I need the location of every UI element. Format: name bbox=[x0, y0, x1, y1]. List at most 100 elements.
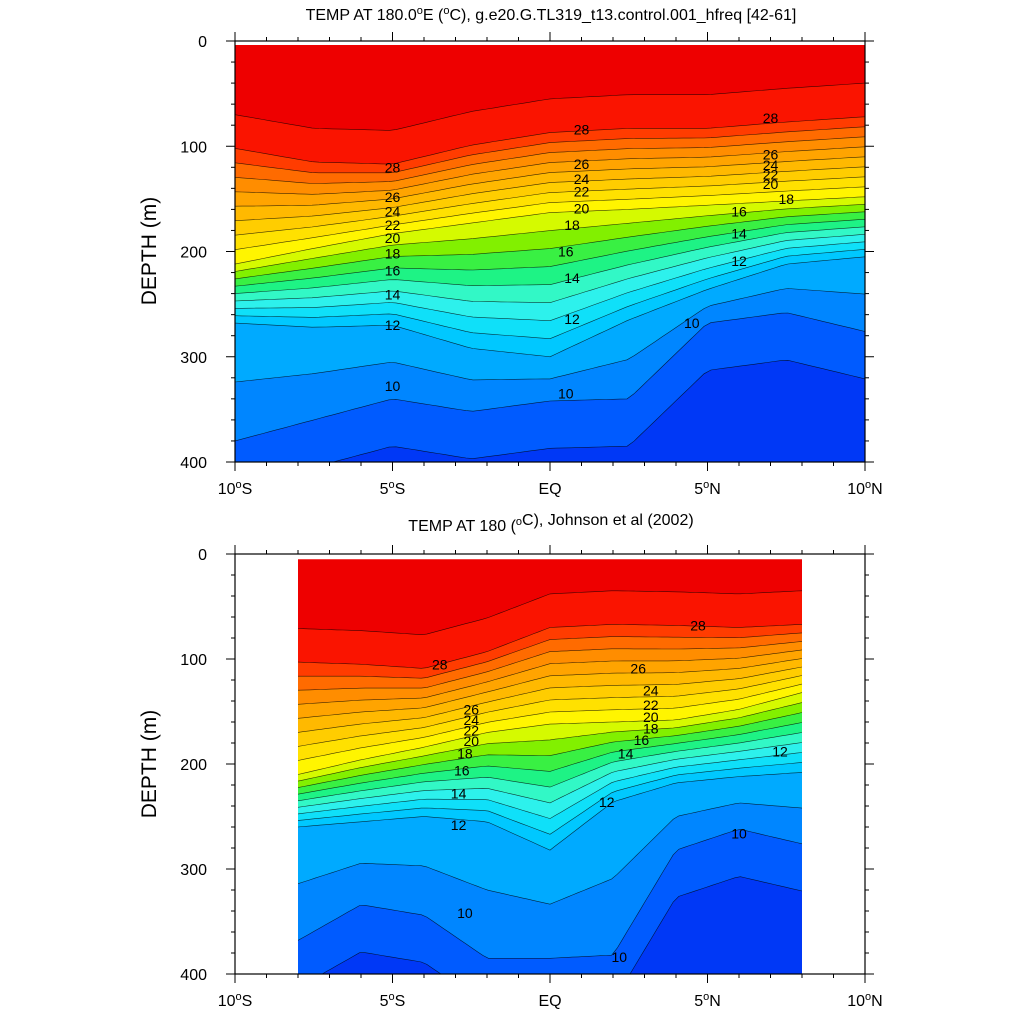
title-bottom-post: C), Johnson et al (2002) bbox=[522, 512, 694, 529]
isotherm-9 bbox=[321, 876, 802, 974]
isotherm-18 bbox=[235, 211, 865, 280]
contour-label-10: 10 bbox=[612, 949, 628, 965]
contour-label-12: 12 bbox=[599, 794, 615, 810]
isotherm-27 bbox=[235, 126, 865, 174]
contour-label-12: 12 bbox=[731, 253, 747, 269]
isotherm-14 bbox=[235, 241, 865, 322]
title-top-pre: TEMP AT 180.0 bbox=[306, 7, 417, 24]
contour-label-28: 28 bbox=[763, 110, 779, 126]
isotherm-15 bbox=[298, 742, 802, 808]
contour-label-24: 24 bbox=[464, 712, 480, 728]
contour-label-22: 22 bbox=[385, 217, 401, 233]
isotherm-12 bbox=[235, 256, 865, 358]
contour-label-10: 10 bbox=[457, 905, 473, 921]
contour-label-28: 28 bbox=[690, 617, 706, 633]
isotherm-22 bbox=[298, 675, 802, 747]
isotherm-19 bbox=[298, 702, 802, 782]
contour-label-12: 12 bbox=[564, 311, 580, 327]
isotherm-26 bbox=[298, 641, 802, 691]
contour-field-bottom bbox=[298, 559, 802, 974]
contour-lines-top bbox=[235, 82, 865, 462]
contour-lines-bottom bbox=[298, 590, 802, 974]
contour-label-14: 14 bbox=[564, 270, 580, 286]
contour-label-18: 18 bbox=[643, 720, 659, 736]
temperature-bands-top bbox=[235, 45, 865, 462]
contour-label-22: 22 bbox=[643, 697, 659, 713]
isotherm-24 bbox=[235, 156, 865, 207]
isotherm-29 bbox=[298, 590, 802, 636]
isotherm-21 bbox=[235, 186, 865, 250]
y-tick-label: 400 bbox=[180, 455, 207, 472]
y-tick-label: 200 bbox=[180, 245, 207, 262]
isotherm-22 bbox=[235, 176, 865, 236]
axes-bottom: 10oS 5oS EQ 5oN 10oN 0 100 200 300 400 bbox=[180, 545, 883, 1010]
isotherm-13 bbox=[298, 762, 802, 835]
panel-top: 2828282626262424242222222020201818181616… bbox=[138, 5, 883, 498]
contour-label-18: 18 bbox=[457, 746, 473, 762]
contour-label-16: 16 bbox=[454, 762, 470, 778]
isotherm-10 bbox=[235, 312, 865, 442]
contour-label-12: 12 bbox=[385, 317, 401, 333]
isotherm-12 bbox=[298, 772, 802, 851]
temperature-bands-bottom bbox=[298, 559, 802, 974]
isotherm-27 bbox=[298, 632, 802, 679]
x-tick-label: EQ bbox=[538, 481, 561, 498]
isotherm-26 bbox=[235, 136, 865, 184]
y-tick-label: 0 bbox=[198, 34, 207, 51]
x-tick-label: 5oN bbox=[694, 991, 721, 1010]
contour-label-18: 18 bbox=[779, 191, 795, 207]
contour-label-24: 24 bbox=[763, 157, 779, 173]
isotherm-28 bbox=[298, 624, 802, 669]
band-9 bbox=[322, 876, 802, 974]
contour-label-18: 18 bbox=[385, 246, 401, 262]
isotherm-14 bbox=[298, 752, 802, 819]
contour-label-16: 16 bbox=[634, 732, 650, 748]
contour-label-12: 12 bbox=[772, 743, 788, 759]
isotherm-28 bbox=[235, 116, 865, 165]
y-tick-label: 400 bbox=[180, 967, 207, 984]
y-axis-label-top: DEPTH (m) bbox=[138, 197, 161, 306]
contour-label-24: 24 bbox=[574, 171, 590, 187]
y-tick-label: 100 bbox=[180, 139, 207, 156]
contour-labels-top: 2828282626262424242222222020201818181616… bbox=[385, 110, 795, 402]
contour-label-14: 14 bbox=[618, 746, 634, 762]
isotherm-29 bbox=[235, 82, 865, 131]
title-top-post: C), g.e20.G.TL319_t13.control.001_hfreq … bbox=[449, 7, 796, 24]
contour-label-28: 28 bbox=[385, 159, 401, 175]
isotherm-25 bbox=[235, 146, 865, 195]
title-top-mid: E ( bbox=[423, 7, 444, 24]
contour-label-22: 22 bbox=[574, 184, 590, 200]
x-tick-label: 10oN bbox=[847, 991, 882, 1010]
title-top-sup2: o bbox=[443, 5, 449, 17]
isotherm-20 bbox=[298, 692, 802, 775]
contour-label-26: 26 bbox=[385, 189, 401, 205]
isotherm-23 bbox=[298, 666, 802, 733]
isotherm-21 bbox=[298, 683, 802, 761]
contour-label-16: 16 bbox=[385, 262, 401, 278]
contour-label-26: 26 bbox=[630, 661, 646, 677]
x-tick-label: 5oS bbox=[380, 479, 406, 498]
y-tick-label: 300 bbox=[180, 350, 207, 367]
isotherm-17 bbox=[298, 722, 802, 795]
contour-label-10: 10 bbox=[731, 825, 747, 841]
x-tick-label: 10oS bbox=[218, 991, 253, 1010]
contour-label-12: 12 bbox=[451, 817, 467, 833]
x-tick-label: 10oN bbox=[847, 479, 882, 498]
contour-labels-bottom: 2828262624242222202018181616141412121210… bbox=[432, 617, 788, 965]
title-bottom-sup1: o bbox=[516, 516, 522, 528]
isotherm-18 bbox=[298, 712, 802, 788]
contour-label-26: 26 bbox=[464, 701, 480, 717]
isotherm-24 bbox=[298, 658, 802, 719]
x-tick-label: 5oS bbox=[380, 991, 406, 1010]
contour-label-24: 24 bbox=[385, 204, 401, 220]
isotherm-25 bbox=[298, 649, 802, 705]
isotherm-10 bbox=[298, 829, 802, 959]
isotherm-13 bbox=[235, 249, 865, 340]
y-tick-label: 200 bbox=[180, 757, 207, 774]
title-top-sup1: o bbox=[417, 5, 423, 17]
isotherm-11 bbox=[235, 288, 865, 383]
chart-title-top: TEMP AT 180.0oE (oC), g.e20.G.TL319_t13.… bbox=[306, 5, 797, 24]
contour-label-22: 22 bbox=[464, 722, 480, 738]
